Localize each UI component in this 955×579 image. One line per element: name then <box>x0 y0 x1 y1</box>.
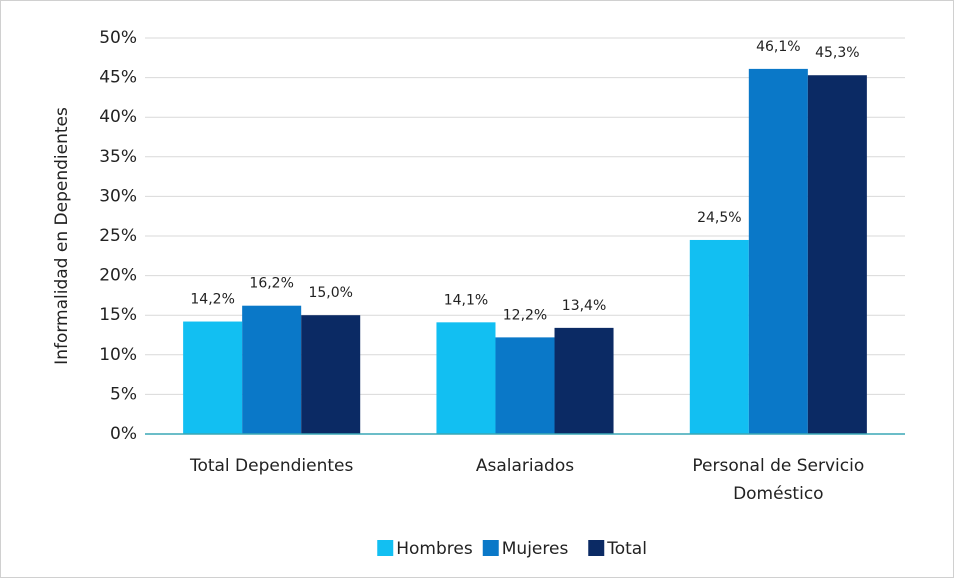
y-tick-label: 10% <box>99 345 137 365</box>
y-tick-label: 15% <box>99 305 137 325</box>
value-label: 15,0% <box>308 285 352 301</box>
value-label: 16,2% <box>249 276 293 292</box>
bar <box>689 239 749 434</box>
bar <box>436 322 496 434</box>
legend-swatch <box>588 540 605 556</box>
x-tick-label: Total Dependientes <box>189 456 354 476</box>
y-tick-label: 35% <box>99 147 137 167</box>
y-tick-label: 20% <box>99 266 137 286</box>
y-axis-label: Informalidad en Dependientes <box>52 107 72 365</box>
value-label: 12,2% <box>503 307 547 323</box>
legend-label: Hombres <box>396 539 473 559</box>
y-tick-label: 30% <box>99 186 137 206</box>
y-tick-label: 25% <box>99 226 137 246</box>
bar <box>748 68 808 434</box>
bar <box>554 327 614 434</box>
legend-swatch <box>482 540 499 556</box>
legend-label: Mujeres <box>502 539 569 559</box>
x-tick-label: Personal de Servicio Doméstico <box>692 456 864 504</box>
value-label: 14,1% <box>444 292 488 308</box>
bar <box>495 337 555 434</box>
y-tick-label: 0% <box>110 424 137 444</box>
value-label: 45,3% <box>815 45 859 61</box>
y-tick-label: 40% <box>99 107 137 127</box>
x-tick-label: Asalariados <box>476 456 574 476</box>
bar <box>242 305 302 434</box>
bar <box>183 321 243 434</box>
x-tick-line: Personal de Servicio <box>692 456 864 476</box>
bar <box>301 315 361 434</box>
legend-label: Total <box>606 539 647 559</box>
value-label: 14,2% <box>190 292 234 308</box>
bar <box>807 75 867 434</box>
y-tick-label: 5% <box>110 384 137 404</box>
value-label: 24,5% <box>697 210 741 226</box>
y-tick-label: 50% <box>99 28 137 48</box>
legend-swatch <box>377 540 394 556</box>
value-label: 46,1% <box>756 39 800 55</box>
value-label: 13,4% <box>562 298 606 314</box>
x-tick-line: Doméstico <box>733 484 824 504</box>
y-tick-label: 45% <box>99 68 137 88</box>
